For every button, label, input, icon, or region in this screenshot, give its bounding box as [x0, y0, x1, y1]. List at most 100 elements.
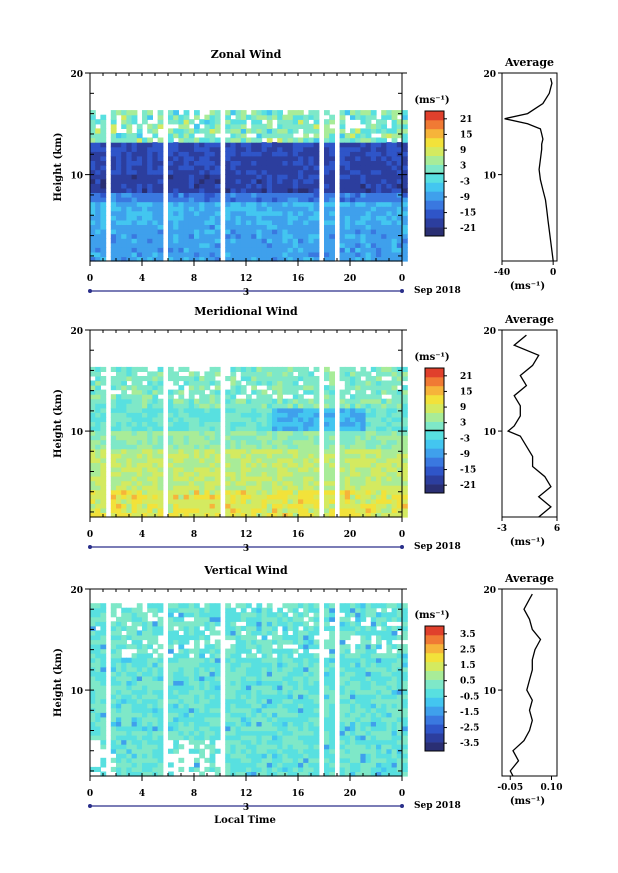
heatmap-cell — [261, 421, 268, 427]
heatmap-cell — [136, 133, 143, 139]
heatmap-cell — [110, 480, 117, 486]
heatmap-cell — [272, 256, 278, 262]
heatmap-cell — [402, 453, 408, 459]
heatmap-cell — [209, 485, 216, 491]
heatmap-cell — [355, 247, 361, 253]
heatmap-cell — [287, 453, 294, 459]
heatmap-cell — [355, 187, 361, 193]
heatmap-cell — [95, 183, 101, 189]
heatmap-cell — [272, 366, 278, 372]
heatmap-cell — [266, 644, 273, 650]
heatmap-cell — [168, 426, 174, 432]
heatmap-cell — [282, 485, 289, 491]
heatmap-cell — [110, 160, 117, 166]
heatmap-cell — [261, 616, 268, 622]
heatmap-cell — [240, 744, 247, 750]
heatmap-cell — [95, 485, 101, 491]
heatmap-cell — [298, 219, 304, 225]
heatmap-cell — [324, 507, 330, 513]
heatmap-cell — [272, 771, 278, 777]
heatmap-cell — [209, 685, 216, 691]
heatmap-cell — [90, 128, 96, 134]
heatmap-cell — [188, 707, 195, 713]
heatmap-cell — [402, 229, 408, 235]
heatmap-cell — [282, 744, 289, 750]
heatmap-cell — [303, 426, 309, 432]
heatmap-cell — [126, 662, 133, 668]
heatmap-cell — [292, 256, 299, 262]
heatmap-cell — [235, 639, 242, 645]
heatmap-cell — [266, 146, 273, 152]
heatmap-cell — [147, 653, 153, 659]
heatmap-cell — [235, 748, 242, 754]
heatmap-cell — [360, 435, 367, 441]
heatmap-cell — [240, 137, 247, 143]
heatmap-cell — [308, 224, 315, 230]
heatmap-cell — [303, 485, 309, 491]
heatmap-cell — [396, 160, 403, 166]
heatmap-cell — [376, 169, 382, 175]
heatmap-cell — [246, 503, 252, 509]
heatmap-cell — [95, 403, 101, 409]
colorbar-swatch — [425, 227, 444, 237]
heatmap-cell — [365, 407, 372, 413]
heatmap-cell — [126, 625, 133, 631]
heatmap-cell — [277, 210, 283, 216]
heatmap-cell — [178, 621, 185, 627]
heatmap-cell — [173, 183, 179, 189]
heatmap-cell — [209, 256, 216, 262]
heatmap-cell — [402, 133, 408, 139]
heatmap-cell — [266, 621, 273, 627]
heatmap-cell — [292, 229, 299, 235]
colorbar-swatch — [425, 119, 444, 130]
heatmap-cell — [204, 233, 211, 239]
heatmap-cell — [365, 489, 372, 495]
heatmap-cell — [100, 712, 107, 718]
heatmap-cell — [298, 385, 304, 391]
heatmap-cell — [116, 192, 122, 198]
heatmap-cell — [246, 187, 252, 193]
heatmap-cell — [266, 648, 273, 654]
heatmap-cell — [225, 630, 231, 636]
heatmap-cell — [209, 612, 216, 618]
heatmap-cell — [391, 206, 398, 212]
heatmap-cell — [225, 494, 231, 500]
heatmap-cell — [188, 689, 195, 695]
heatmap-cell — [90, 238, 96, 244]
heatmap-cell — [308, 439, 315, 445]
heatmap-cell — [100, 187, 107, 193]
heatmap-cell — [178, 625, 185, 631]
heatmap-cell — [121, 123, 127, 129]
heatmap-cell — [204, 607, 211, 613]
heatmap-cell — [188, 512, 195, 518]
heatmap-cell — [370, 123, 377, 129]
heatmap-cell — [188, 694, 195, 700]
heatmap-cell — [402, 174, 408, 180]
heatmap-cell — [329, 119, 335, 125]
heatmap-cell — [121, 457, 127, 463]
heatmap-cell — [339, 165, 346, 171]
heatmap-cell — [355, 174, 361, 180]
heatmap-cell — [90, 137, 96, 143]
colorbar-tick-label: -3 — [460, 177, 470, 187]
heatmap-cell — [142, 625, 148, 631]
x-tick-label: 20 — [344, 530, 357, 540]
heatmap-cell — [292, 242, 299, 248]
heatmap-cell — [90, 671, 96, 677]
heatmap-cell — [235, 215, 242, 221]
heatmap-cell — [152, 242, 159, 248]
heatmap-cell — [344, 380, 351, 386]
heatmap-cell — [183, 110, 190, 116]
heatmap-cell — [230, 498, 237, 504]
heatmap-cell — [152, 712, 159, 718]
heatmap-cell — [188, 703, 195, 709]
heatmap-cell — [126, 467, 133, 473]
heatmap-cell — [339, 206, 346, 212]
heatmap-cell — [339, 453, 346, 459]
heatmap-cell — [240, 662, 247, 668]
heatmap-cell — [157, 192, 164, 198]
heatmap-cell — [324, 430, 330, 436]
heatmap-cell — [355, 197, 361, 203]
heatmap-cell — [256, 603, 263, 609]
heatmap-cell — [240, 389, 247, 395]
